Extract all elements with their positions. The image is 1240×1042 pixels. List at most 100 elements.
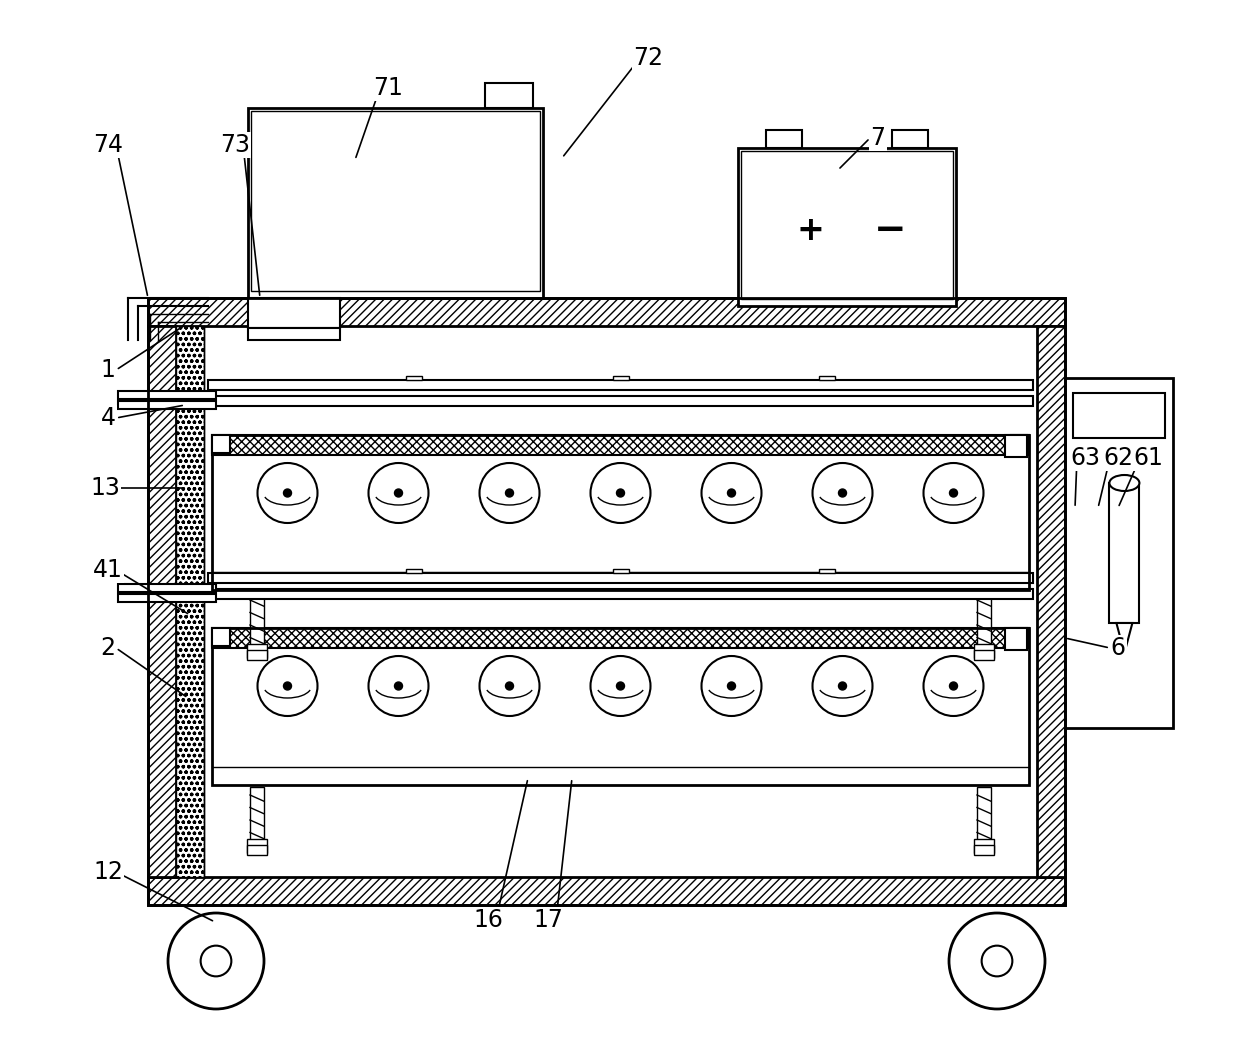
Bar: [148, 298, 1065, 326]
Text: 41: 41: [93, 559, 123, 582]
Circle shape: [616, 489, 625, 497]
Circle shape: [480, 463, 539, 523]
Circle shape: [284, 489, 291, 497]
Bar: [613, 569, 629, 573]
Bar: [1069, 382, 1169, 724]
Text: 17: 17: [533, 908, 563, 932]
Circle shape: [838, 489, 847, 497]
Circle shape: [949, 913, 1045, 1009]
Bar: [613, 376, 629, 380]
Circle shape: [702, 656, 761, 716]
Bar: [248, 108, 543, 298]
Bar: [212, 628, 229, 646]
Text: 61: 61: [1133, 446, 1163, 470]
Bar: [973, 845, 994, 855]
Bar: [1037, 326, 1065, 877]
Text: 16: 16: [474, 908, 503, 932]
Bar: [973, 650, 994, 660]
Bar: [766, 130, 802, 148]
Bar: [208, 396, 1033, 406]
Text: 12: 12: [93, 860, 123, 884]
Circle shape: [590, 463, 651, 523]
Bar: [250, 592, 264, 658]
Text: +: +: [796, 214, 823, 247]
Bar: [973, 644, 994, 658]
Bar: [248, 298, 340, 328]
Bar: [212, 435, 229, 453]
Bar: [818, 569, 835, 573]
Text: 4: 4: [100, 406, 115, 430]
Text: 71: 71: [373, 76, 403, 100]
Bar: [248, 328, 340, 340]
Text: 6: 6: [1111, 636, 1126, 660]
Circle shape: [258, 463, 317, 523]
Bar: [1011, 435, 1029, 453]
Bar: [407, 569, 423, 573]
Text: 63: 63: [1070, 446, 1100, 470]
Bar: [1004, 435, 1027, 457]
Circle shape: [924, 463, 983, 523]
Circle shape: [924, 656, 983, 716]
Circle shape: [258, 656, 317, 716]
Bar: [148, 877, 1065, 905]
Bar: [977, 787, 991, 853]
Bar: [247, 845, 267, 855]
Bar: [818, 376, 835, 380]
Bar: [148, 298, 1065, 905]
Bar: [977, 592, 991, 658]
Circle shape: [506, 683, 513, 690]
Bar: [118, 584, 216, 592]
Bar: [1073, 393, 1166, 438]
Bar: [485, 83, 533, 108]
Circle shape: [950, 683, 957, 690]
Bar: [118, 391, 216, 399]
Circle shape: [812, 463, 873, 523]
Bar: [208, 380, 1033, 390]
Bar: [250, 787, 264, 853]
Circle shape: [590, 656, 651, 716]
Circle shape: [284, 683, 291, 690]
Bar: [118, 594, 216, 602]
Bar: [973, 839, 994, 853]
Circle shape: [394, 683, 403, 690]
Bar: [1065, 378, 1173, 728]
Circle shape: [838, 683, 847, 690]
Bar: [247, 644, 267, 658]
Circle shape: [201, 946, 232, 976]
Text: 7: 7: [870, 126, 885, 150]
Text: 62: 62: [1104, 446, 1133, 470]
Bar: [738, 148, 956, 306]
Circle shape: [728, 489, 735, 497]
Text: 13: 13: [91, 476, 120, 500]
Bar: [407, 376, 423, 380]
Bar: [118, 401, 216, 410]
Bar: [176, 326, 205, 877]
Circle shape: [480, 656, 539, 716]
Bar: [212, 628, 1029, 648]
Text: 74: 74: [93, 133, 123, 157]
Circle shape: [728, 683, 735, 690]
Bar: [1004, 628, 1027, 650]
Bar: [247, 839, 267, 853]
Bar: [208, 573, 1033, 584]
Bar: [212, 628, 1029, 785]
Circle shape: [812, 656, 873, 716]
Bar: [1011, 628, 1029, 646]
Circle shape: [950, 489, 957, 497]
Circle shape: [394, 489, 403, 497]
Bar: [250, 111, 539, 291]
Circle shape: [368, 656, 429, 716]
Circle shape: [368, 463, 429, 523]
Circle shape: [702, 463, 761, 523]
Text: 1: 1: [100, 358, 115, 382]
Circle shape: [167, 913, 264, 1009]
Bar: [176, 326, 1037, 877]
Bar: [247, 650, 267, 660]
Bar: [1110, 483, 1140, 623]
Text: 72: 72: [632, 46, 663, 70]
Text: 2: 2: [100, 636, 115, 660]
Circle shape: [506, 489, 513, 497]
Bar: [212, 435, 1029, 590]
Circle shape: [616, 683, 625, 690]
Circle shape: [982, 946, 1012, 976]
